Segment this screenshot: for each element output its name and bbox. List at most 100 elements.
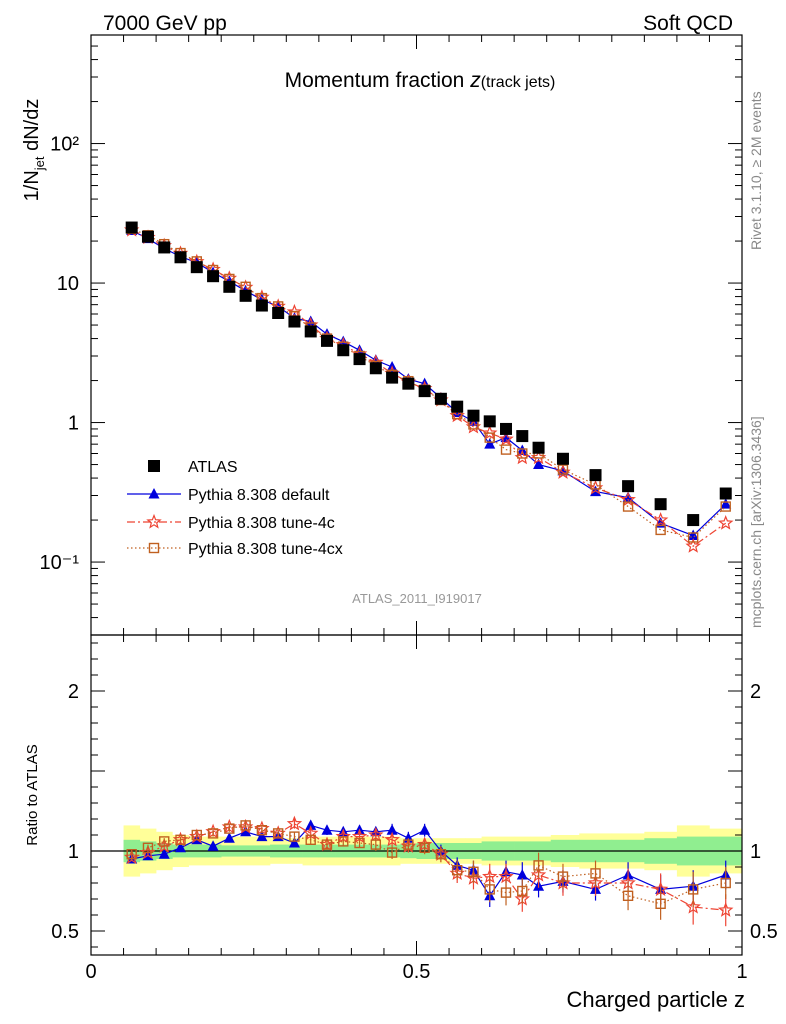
main-title-sub: (track jets) bbox=[481, 74, 556, 91]
ratio-ticks bbox=[90, 635, 743, 955]
y-tick-label: 10⁻¹ bbox=[40, 552, 80, 574]
analysis-id: ATLAS_2011_I919017 bbox=[352, 591, 482, 606]
header-right: Soft QCD bbox=[643, 12, 733, 35]
y-tick-label-left: 1 bbox=[68, 841, 79, 863]
ratio-point bbox=[533, 860, 544, 871]
main-series bbox=[123, 221, 734, 553]
data-point bbox=[500, 422, 513, 435]
data-point bbox=[158, 241, 171, 254]
data-point bbox=[687, 532, 699, 543]
ratio-point bbox=[288, 837, 300, 848]
ratio-point bbox=[590, 868, 601, 879]
data-point bbox=[652, 511, 669, 527]
ratio-point bbox=[272, 828, 284, 839]
main-panel: Momentum fraction z(track jets) ATLAS_20… bbox=[21, 34, 743, 636]
data-point bbox=[719, 487, 732, 500]
ratio-point bbox=[321, 839, 333, 850]
data-point bbox=[500, 444, 512, 455]
ratio-point bbox=[321, 824, 333, 835]
legend-label: ATLAS bbox=[188, 459, 238, 476]
ratio-point bbox=[687, 884, 699, 895]
x-tick-label: 1 bbox=[736, 961, 747, 983]
data-point bbox=[353, 353, 366, 366]
ratio-point bbox=[256, 830, 268, 842]
ratio-point bbox=[386, 847, 398, 858]
legend-marker bbox=[148, 542, 160, 554]
legend-label: Pythia 8.308 default bbox=[188, 487, 330, 504]
ratio-point bbox=[435, 849, 447, 860]
y-tick-label-left: 2 bbox=[68, 681, 79, 703]
data-point bbox=[337, 344, 350, 357]
data-point bbox=[174, 251, 187, 264]
data-point bbox=[484, 438, 496, 449]
data-point bbox=[622, 501, 634, 512]
data-point bbox=[286, 303, 303, 319]
data-point bbox=[556, 452, 569, 465]
ratio-point bbox=[484, 884, 495, 895]
data-point bbox=[483, 415, 496, 428]
data-point bbox=[482, 424, 498, 440]
data-point bbox=[272, 307, 285, 320]
main-y-axis-label: 1/Njet dN/dz bbox=[21, 99, 47, 202]
ratio-point bbox=[286, 815, 303, 831]
data-point bbox=[320, 334, 333, 347]
ratio-point bbox=[240, 825, 252, 837]
ratio-point bbox=[354, 837, 365, 849]
data-point bbox=[655, 524, 666, 536]
ratio-y-axis-label: Ratio to ATLAS bbox=[24, 744, 41, 845]
data-point bbox=[589, 469, 602, 482]
ratio-point bbox=[126, 849, 137, 860]
data-point bbox=[654, 498, 667, 511]
x-tick-label: 0 bbox=[85, 961, 96, 983]
data-point bbox=[337, 335, 349, 347]
data-point bbox=[717, 515, 734, 530]
header-left: 7000 GeV pp bbox=[103, 12, 227, 35]
main-title-text: Momentum fraction bbox=[285, 69, 465, 92]
ratio-point bbox=[305, 819, 317, 830]
ratio-point bbox=[516, 869, 528, 880]
data-point bbox=[207, 270, 220, 283]
ratio-point bbox=[207, 828, 219, 839]
data-point bbox=[532, 441, 545, 454]
data-point bbox=[288, 315, 301, 328]
main-ticks bbox=[90, 34, 743, 636]
y-tick-label-right: 1 bbox=[750, 841, 761, 863]
ratio-point bbox=[256, 825, 268, 836]
data-point bbox=[685, 538, 702, 553]
ratio-point bbox=[557, 871, 569, 882]
data-point bbox=[720, 501, 731, 512]
legend-marker bbox=[148, 488, 160, 499]
y-tick-label: 10² bbox=[50, 134, 79, 156]
x-tick-labels: 0 0.5 1 bbox=[85, 961, 747, 983]
main-y-tick-labels: 10⁻¹ 1 10 10² bbox=[40, 134, 80, 575]
ratio-line bbox=[131, 824, 726, 905]
ratio-point bbox=[451, 865, 463, 876]
ratio-point bbox=[305, 834, 316, 845]
mcplots-label: mcplots.cern.ch [arXiv:1306.3436] bbox=[748, 416, 764, 628]
ratio-panel: 0.5 0.5 1 1 2 2 Ratio to ATLAS bbox=[24, 634, 778, 956]
ratio-series bbox=[123, 815, 734, 927]
ratio-point bbox=[289, 831, 300, 842]
y-tick-label-right: 0.5 bbox=[750, 921, 778, 943]
data-point bbox=[304, 325, 317, 338]
ratio-y-tick-labels: 0.5 0.5 1 1 2 2 bbox=[51, 681, 778, 943]
ratio-point bbox=[419, 824, 431, 835]
data-point bbox=[402, 377, 415, 390]
ratio-point bbox=[717, 902, 734, 917]
main-title-var: z bbox=[469, 69, 481, 92]
x-tick-label: 0.5 bbox=[403, 961, 431, 983]
y-tick-label: 10 bbox=[57, 273, 79, 295]
ratio-point bbox=[368, 826, 384, 842]
data-point bbox=[418, 385, 431, 398]
data-point bbox=[622, 480, 635, 493]
ratio-point bbox=[498, 868, 514, 884]
ratio-point bbox=[338, 836, 349, 847]
ratio-point bbox=[468, 866, 479, 877]
data-point bbox=[239, 289, 252, 302]
data-point bbox=[451, 400, 464, 413]
ratio-point bbox=[158, 848, 170, 859]
ratio-point bbox=[500, 887, 512, 898]
ratio-point bbox=[175, 841, 187, 853]
ratio-point bbox=[142, 842, 154, 853]
